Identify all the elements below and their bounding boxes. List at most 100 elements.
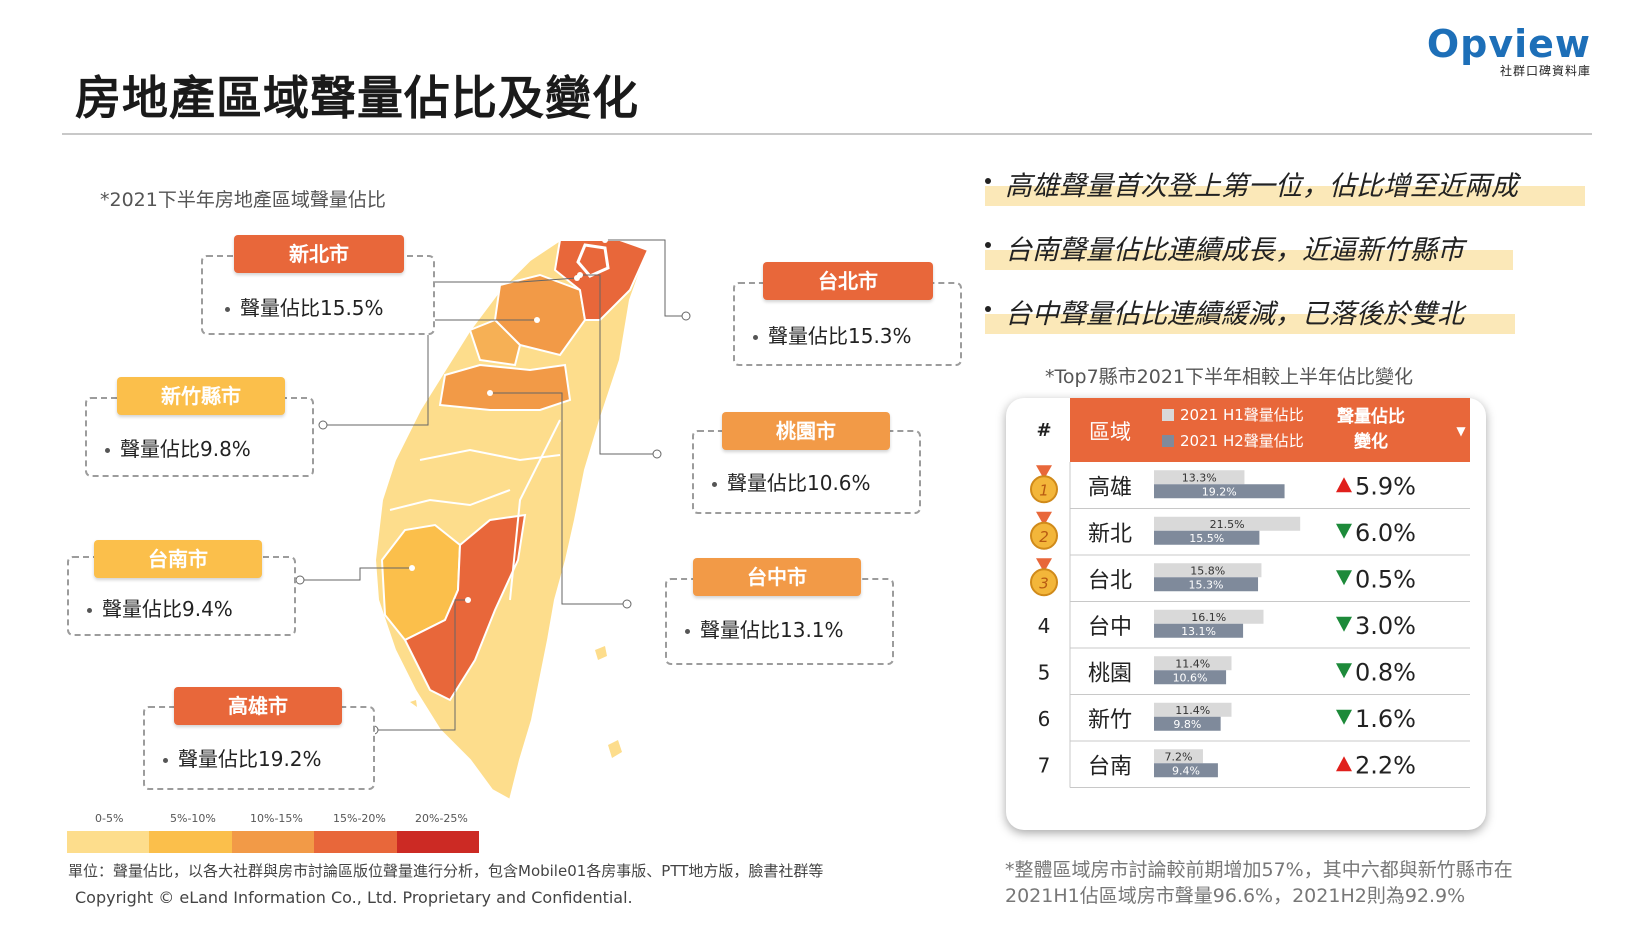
label-taichung-value: 聲量佔比13.1% (685, 614, 844, 643)
legend-swatch-0 (67, 831, 150, 853)
bar-h2 (1154, 530, 1260, 545)
bar-h2-label: 19.2% (1202, 485, 1237, 498)
taiwan-map (295, 239, 691, 800)
finding-3: 台中聲量佔比連續緩減，已落後於雙北 (985, 288, 1585, 340)
medal-icon (1030, 568, 1058, 597)
label-taoyuan-value: 聲量佔比10.6% (712, 467, 871, 496)
medal-ribbon-icon (1036, 465, 1052, 480)
down-arrow-icon (1336, 709, 1352, 725)
bar-h2 (1154, 484, 1285, 499)
medal-ribbon-icon (1036, 511, 1052, 526)
header-h2-swatch (1162, 435, 1174, 447)
label-kaohsiung-value: 聲量佔比19.2% (163, 743, 322, 772)
map-region-taipei (576, 243, 610, 278)
medal-ribbon-icon (1036, 558, 1052, 573)
row-change: 5.9% (1355, 472, 1416, 500)
bar-h2-label: 10.6% (1173, 671, 1208, 684)
row-change: 0.5% (1355, 565, 1416, 593)
medal-icon (1030, 475, 1058, 504)
legend-swatch-2 (231, 831, 315, 853)
down-arrow-icon (1336, 570, 1352, 586)
row-change: 2.2% (1355, 751, 1416, 779)
bar-h1-label: 16.1% (1191, 611, 1226, 624)
key-findings: 高雄聲量首次登上第一位，佔比增至近兩成 台南聲量佔比連續成長，近逼新竹縣市 台中… (985, 160, 1585, 352)
units-note: 單位：聲量佔比，以各大社群與房市討論區版位聲量進行分析，包含Mobile01各房… (68, 862, 824, 880)
bar-h2 (1154, 670, 1227, 685)
legend-label-1: 5%-10% (170, 812, 216, 825)
header-rank: # (1036, 420, 1051, 441)
label-newtaipei-value: 聲量佔比15.5% (225, 292, 384, 321)
bar-h1 (1154, 702, 1232, 717)
page-title: 房地產區域聲量佔比及變化 (75, 71, 639, 125)
header-region: 區域 (1089, 420, 1131, 444)
row-change: 3.0% (1355, 612, 1416, 640)
legend-label-4: 20%-25% (415, 812, 468, 825)
row-rank: 7 (1038, 753, 1051, 777)
bar-h2-label: 9.8% (1173, 718, 1201, 731)
bar-h1-label: 15.8% (1190, 564, 1225, 577)
title-divider (62, 133, 1592, 135)
down-arrow-icon (1336, 523, 1352, 539)
footnote-line-1: *整體區域房市討論較前期增加57%，其中六都與新竹縣市在 (1005, 859, 1513, 881)
bar-h1-label: 13.3% (1182, 471, 1217, 484)
bar-h2 (1154, 577, 1259, 592)
header-h1-swatch (1162, 409, 1174, 421)
bar-h1 (1154, 563, 1262, 578)
legend-swatch-3 (314, 831, 397, 853)
row-change: 6.0% (1355, 519, 1416, 547)
map-region-kaohsiung (403, 513, 527, 702)
down-arrow-icon (1336, 616, 1352, 632)
header-h1-label: 2021 H1聲量佔比 (1180, 406, 1304, 424)
row-region: 台南 (1088, 754, 1132, 779)
bar-h2 (1154, 623, 1244, 638)
row-rank: 5 (1038, 660, 1051, 684)
row-region: 新竹 (1088, 708, 1132, 733)
label-taipei-tag: 台北市 (763, 262, 933, 300)
bar-h1-label: 11.4% (1175, 704, 1210, 717)
label-taichung-tag: 台中市 (693, 558, 861, 596)
legend-label-3: 15%-20% (333, 812, 386, 825)
header-h2-label: 2021 H2聲量佔比 (1180, 432, 1304, 450)
legend-swatch-4 (396, 831, 480, 853)
row-region: 台中 (1088, 615, 1132, 640)
bar-h2-label: 13.1% (1181, 625, 1216, 638)
up-arrow-icon (1336, 477, 1352, 493)
bar-h1 (1154, 470, 1245, 485)
row-region: 台北 (1088, 568, 1132, 593)
row-rank: 6 (1038, 707, 1051, 731)
map-region-hsinchu (468, 318, 522, 367)
legend-swatch-1 (149, 831, 232, 853)
row-region: 新北 (1088, 522, 1132, 547)
bar-h2-label: 9.4% (1172, 764, 1200, 777)
row-region: 高雄 (1088, 475, 1132, 500)
row-rank: 4 (1038, 614, 1051, 638)
legend-label-2: 10%-15% (250, 812, 303, 825)
header-sort-icon: ▼ (1456, 424, 1466, 438)
row-change: 0.8% (1355, 658, 1416, 686)
map-caption: *2021下半年房地產區域聲量佔比 (100, 189, 386, 211)
legend-label-0: 0-5% (95, 812, 124, 825)
label-taipei-value: 聲量佔比15.3% (753, 320, 912, 349)
footnote: *整體區域房市討論較前期增加57%，其中六都與新竹縣市在 2021H1佔區域房市… (1005, 857, 1513, 909)
bar-h1 (1154, 609, 1264, 624)
row-rank: 1 (1039, 481, 1049, 499)
bar-h2-label: 15.3% (1189, 578, 1224, 591)
map-region-taichung (438, 363, 572, 411)
label-hsinchu-tag: 新竹縣市 (117, 377, 285, 415)
header-change-line2: 變化 (1354, 431, 1388, 452)
bar-h2 (1154, 716, 1221, 731)
bar-h1 (1154, 516, 1301, 531)
logo-subtitle: 社群口碑資料庫 (1499, 64, 1591, 78)
down-arrow-icon (1336, 663, 1352, 679)
label-taoyuan-tag: 桃園市 (722, 412, 890, 450)
bar-h2-label: 15.5% (1189, 532, 1224, 545)
header-change-line1: 聲量佔比 (1337, 406, 1405, 427)
row-change: 1.6% (1355, 705, 1416, 733)
top7-table: # 區域 2021 H1聲量佔比 2021 H2聲量佔比 聲量佔比變化 ▼ 1 高雄 13.3%… (1006, 398, 1486, 830)
logo-text: Opview (1426, 22, 1591, 66)
label-newtaipei-tag: 新北市 (234, 235, 404, 273)
bar-h1-label: 7.2% (1165, 750, 1193, 763)
label-hsinchu-value: 聲量佔比9.8% (105, 433, 251, 462)
row-region: 桃園 (1088, 661, 1132, 686)
